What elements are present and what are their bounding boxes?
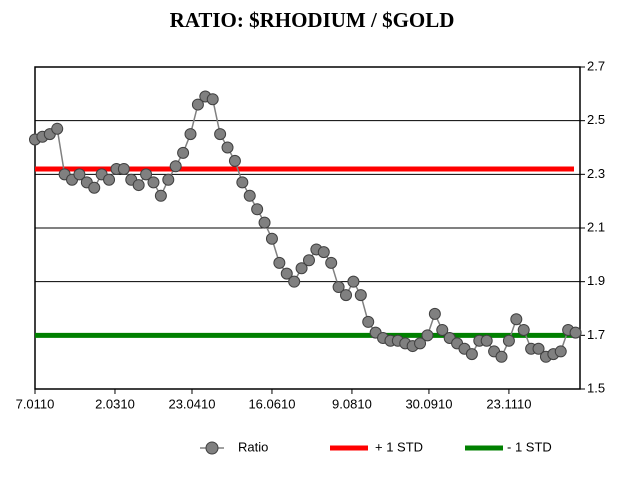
data-point xyxy=(258,216,271,229)
legend-marker xyxy=(205,441,219,455)
data-point xyxy=(184,128,197,141)
data-point xyxy=(251,203,264,216)
data-point xyxy=(421,329,434,342)
data-point xyxy=(243,189,256,202)
data-point xyxy=(154,189,167,202)
data-point xyxy=(554,345,567,358)
data-point xyxy=(510,313,523,326)
y-tick-label: 1.5 xyxy=(587,380,605,395)
data-point xyxy=(140,168,153,181)
x-tick-label: 16.0610 xyxy=(248,396,295,411)
data-point xyxy=(221,141,234,154)
data-point xyxy=(495,350,508,363)
data-point xyxy=(347,275,360,288)
x-tick-label: 7.0110 xyxy=(16,396,55,411)
y-tick-label: 1.9 xyxy=(587,273,605,288)
x-tick-label: 2.0310 xyxy=(95,396,135,411)
x-tick-label: 23.1110 xyxy=(486,396,531,411)
data-point xyxy=(273,256,286,269)
data-point xyxy=(191,98,204,111)
data-point xyxy=(340,289,353,302)
data-point xyxy=(265,232,278,245)
x-tick-label: 23.0410 xyxy=(168,396,215,411)
data-point xyxy=(414,337,427,350)
data-point xyxy=(147,176,160,189)
data-point xyxy=(214,128,227,141)
data-point xyxy=(436,323,449,336)
data-point xyxy=(517,323,530,336)
chart-title: RATIO: $RHODIUM / $GOLD xyxy=(170,8,455,32)
data-point xyxy=(362,315,375,328)
y-tick-label: 2.5 xyxy=(587,112,605,127)
data-point xyxy=(465,348,478,361)
data-point xyxy=(228,154,241,167)
x-tick-label: 30.0910 xyxy=(405,396,452,411)
data-point xyxy=(51,122,64,135)
data-point xyxy=(103,173,116,186)
legend-label: Ratio xyxy=(238,439,268,454)
y-tick-label: 1.7 xyxy=(587,327,605,342)
legend-label: + 1 STD xyxy=(375,439,423,454)
data-point xyxy=(332,281,345,294)
data-point xyxy=(428,307,441,320)
data-point xyxy=(325,256,338,269)
y-tick-label: 2.3 xyxy=(587,166,605,181)
data-point xyxy=(169,160,182,173)
data-point xyxy=(480,334,493,347)
data-point xyxy=(502,334,515,347)
y-tick-label: 2.1 xyxy=(587,219,605,234)
data-point xyxy=(162,173,175,186)
data-point xyxy=(295,262,308,275)
data-point xyxy=(236,176,249,189)
data-point xyxy=(288,275,301,288)
data-point xyxy=(88,181,101,194)
data-point xyxy=(569,326,582,339)
data-point xyxy=(302,254,315,267)
data-point xyxy=(532,342,545,355)
data-point xyxy=(117,162,130,175)
legend-label: - 1 STD xyxy=(507,439,552,454)
data-point xyxy=(177,146,190,159)
x-tick-label: 9.0810 xyxy=(332,396,372,411)
data-point xyxy=(317,246,330,259)
y-tick-label: 2.7 xyxy=(587,58,605,73)
data-point xyxy=(73,168,86,181)
data-point xyxy=(206,93,219,106)
data-point xyxy=(354,289,367,302)
data-point xyxy=(280,267,293,280)
data-point xyxy=(132,179,145,192)
